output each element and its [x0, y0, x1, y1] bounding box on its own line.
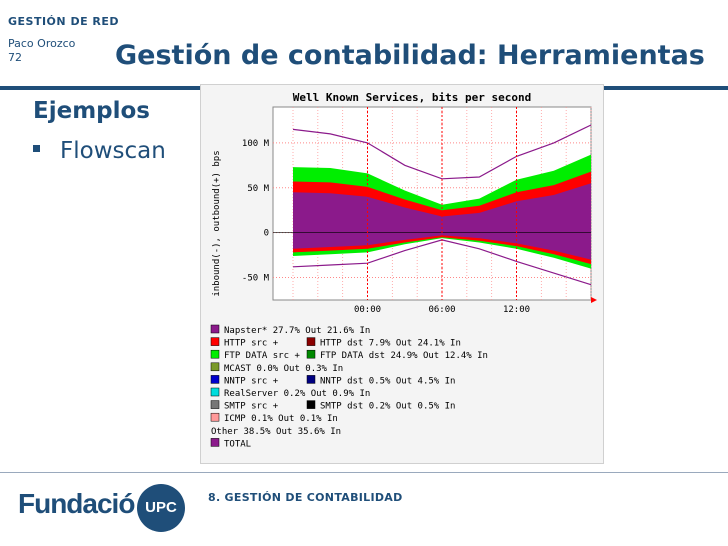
legend-swatch-secondary	[306, 400, 316, 409]
x-tick-label: 00:00	[354, 305, 381, 315]
y-tick-label: 50 M	[247, 184, 269, 194]
legend-label: HTTP src +	[224, 339, 279, 349]
y-axis-label: inbound(-), outbound(+) bps	[212, 150, 222, 296]
legend-swatch-secondary	[306, 337, 316, 346]
bullet-square-icon	[33, 145, 40, 152]
author-block: Paco Orozco 72	[8, 37, 75, 65]
legend-label: Other 38.5% Out 35.6% In	[211, 427, 341, 437]
legend-label-secondary: SMTP dst 0.2% Out 0.5% In	[320, 402, 455, 412]
logo-fundacio: Fundació	[18, 488, 135, 519]
section-heading: Ejemplos	[33, 98, 150, 124]
legend-swatch	[210, 362, 220, 372]
x-tick-label: 12:00	[503, 305, 530, 315]
legend-swatch	[210, 337, 220, 346]
bullet-item: Flowscan	[33, 138, 166, 164]
y-tick-label: 0	[264, 229, 269, 239]
slide-header	[0, 0, 728, 90]
page-number: 72	[8, 51, 22, 64]
legend-label: TOTAL	[224, 439, 251, 449]
legend-label: FTP DATA src +	[224, 351, 300, 361]
legend-label-secondary: NNTP dst 0.5% Out 4.5% In	[320, 376, 455, 386]
legend-label: RealServer 0.2% Out 0.9% In	[224, 389, 370, 399]
department-label: GESTIÓN DE RED	[8, 15, 120, 28]
y-tick-label: -50 M	[242, 274, 270, 284]
legend-swatch	[210, 400, 220, 409]
author-name: Paco Orozco	[8, 37, 76, 50]
legend-swatch	[210, 438, 220, 447]
legend-label: MCAST 0.0% Out 0.3% In	[224, 364, 343, 374]
legend-label: NNTP src +	[224, 376, 279, 386]
total-line-out	[292, 124, 592, 180]
legend-swatch	[210, 375, 220, 384]
legend-label-secondary: HTTP dst 7.9% Out 24.1% In	[320, 339, 461, 349]
chart-title: Well Known Services, bits per second	[293, 91, 531, 104]
x-axis-arrow-icon	[591, 297, 597, 303]
legend-swatch	[210, 412, 220, 422]
footer-chapter: 8. GESTIÓN DE CONTABILIDAD	[208, 491, 403, 504]
slide-title: Gestión de contabilidad: Herramientas	[115, 40, 705, 71]
footer-divider	[0, 472, 728, 473]
chart-frame: Well Known Services, bits per second inbo…	[200, 84, 604, 464]
legend-label: SMTP src +	[224, 402, 279, 412]
legend-label: ICMP 0.1% Out 0.1% In	[224, 414, 338, 424]
flowscan-chart: Well Known Services, bits per second inbo…	[210, 91, 597, 449]
x-tick-label: 06:00	[428, 305, 455, 315]
legend-label: Napster* 27.7% Out 21.6% In	[224, 326, 370, 336]
legend-swatch	[210, 387, 220, 397]
legend-label-secondary: FTP DATA dst 24.9% Out 12.4% In	[320, 351, 488, 361]
y-tick-label: 100 M	[242, 139, 270, 149]
legend-swatch	[210, 324, 220, 334]
legend-swatch-secondary	[306, 349, 316, 359]
legend-swatch-secondary	[306, 375, 316, 384]
legend-swatch	[210, 349, 220, 359]
logo-upc-badge: UPC	[137, 484, 185, 532]
bullet-text: Flowscan	[60, 138, 166, 164]
